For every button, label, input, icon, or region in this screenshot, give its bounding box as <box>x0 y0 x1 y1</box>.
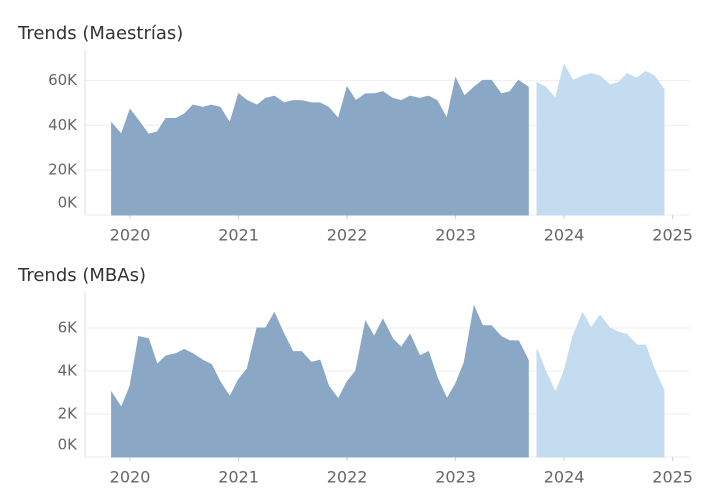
x-tick-label: 2021 <box>218 468 259 487</box>
area <box>536 63 665 216</box>
x-tick-label: 2020 <box>110 226 151 245</box>
x-tick-label: 2022 <box>327 468 368 487</box>
y-tick-label: 60K <box>48 71 78 89</box>
area <box>111 76 529 216</box>
x-tick-label: 2020 <box>110 468 151 487</box>
x-tick-label: 2021 <box>218 226 259 245</box>
y-tick-label: 40K <box>48 116 78 134</box>
x-tick-label: 2022 <box>327 226 368 245</box>
x-tick-label: 2023 <box>435 226 476 245</box>
y-tick-label: 20K <box>48 161 78 179</box>
x-tick-label: 2023 <box>435 468 476 487</box>
y-tick-label: 0K <box>58 436 79 454</box>
x-tick-label: 2024 <box>544 468 585 487</box>
area <box>111 304 529 458</box>
area <box>536 311 665 458</box>
x-tick-label: 2024 <box>544 226 585 245</box>
y-tick-label: 6K <box>58 318 79 336</box>
x-tick-label: 2025 <box>652 226 693 245</box>
y-tick-label: 2K <box>58 404 79 422</box>
y-tick-label: 0K <box>58 194 79 212</box>
y-tick-label: 4K <box>58 361 79 379</box>
chart-title: Trends (MBAs) <box>17 265 146 286</box>
chart-title: Trends (Maestrías) <box>17 23 183 44</box>
x-tick-label: 2025 <box>652 468 693 487</box>
